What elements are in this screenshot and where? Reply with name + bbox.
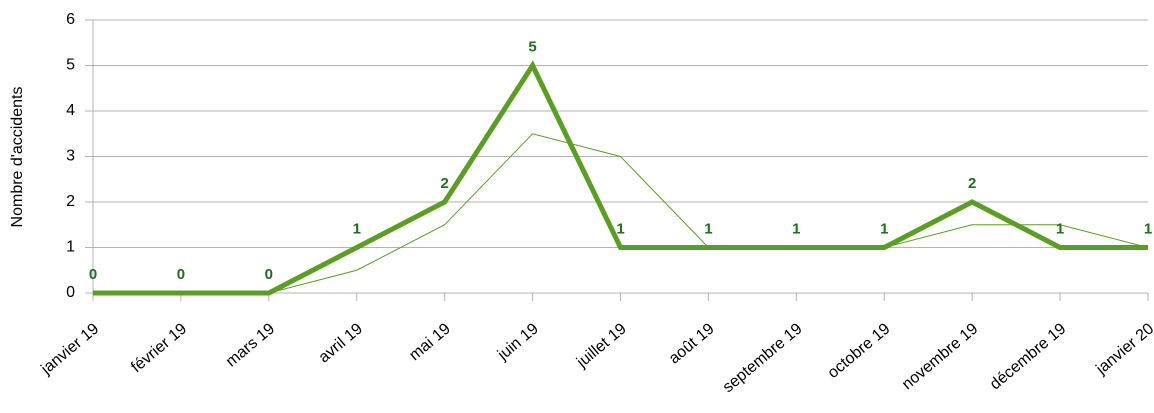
- data-label: 0: [177, 266, 185, 283]
- y-tick-label: 6: [66, 11, 75, 28]
- data-label: 0: [89, 266, 97, 283]
- x-tick-label: avril 19: [316, 320, 367, 366]
- y-axis-label: Nombre d'accidents: [9, 87, 26, 228]
- x-tick-label: juillet 19: [573, 320, 630, 371]
- series-line: [93, 60, 1148, 296]
- x-tick-label: décembre 19: [987, 320, 1070, 393]
- x-tick-label: novembre 19: [899, 320, 982, 393]
- y-tick-label: 1: [66, 239, 75, 256]
- data-label: 1: [353, 220, 361, 237]
- x-tick-label: septembre 19: [720, 320, 806, 396]
- x-tick-label: mars 19: [223, 320, 278, 370]
- data-label: 2: [440, 175, 448, 192]
- data-label: 0: [265, 266, 273, 283]
- y-tick-label: 0: [66, 284, 75, 301]
- y-tick-label: 2: [66, 193, 75, 210]
- x-tick-label: janvier 20: [1092, 320, 1154, 378]
- x-tick-label: janvier 19: [37, 320, 102, 378]
- data-label: 1: [880, 220, 888, 237]
- x-tick-label: octobre 19: [825, 320, 894, 382]
- data-label: 1: [616, 220, 624, 237]
- y-tick-label: 4: [66, 102, 75, 119]
- data-label: 2: [968, 175, 976, 192]
- series-line: [180, 133, 1149, 294]
- data-label: 1: [1056, 220, 1064, 237]
- x-tick-label: février 19: [128, 320, 190, 376]
- x-tick-label: juin 19: [494, 320, 542, 364]
- y-tick-label: 5: [66, 57, 75, 74]
- data-label: 5: [528, 38, 536, 55]
- x-tick-label: août 19: [666, 320, 718, 367]
- data-label: 1: [704, 220, 712, 237]
- y-tick-label: 3: [66, 148, 75, 165]
- x-tick-label: mai 19: [406, 320, 454, 364]
- data-label: 1: [1144, 220, 1152, 237]
- data-label: 1: [792, 220, 800, 237]
